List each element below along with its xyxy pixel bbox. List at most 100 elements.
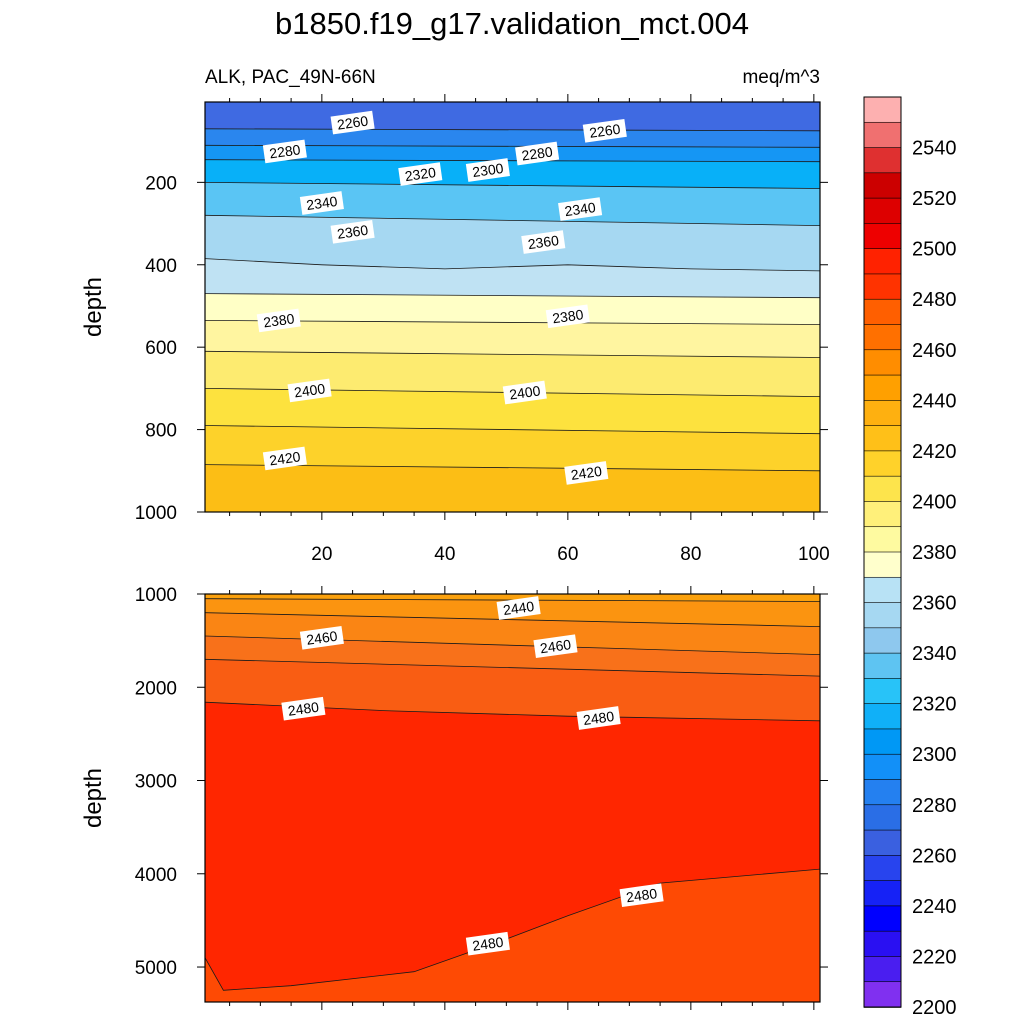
- x-tick-label: 20: [311, 544, 332, 565]
- colorbar-swatch: [863, 374, 902, 402]
- contour-label-text: 2480: [287, 699, 320, 719]
- contour-label-box: [521, 230, 566, 254]
- contour-label: 2340: [558, 197, 603, 221]
- contour-label: 2460: [533, 634, 578, 659]
- contour-line-2400: [205, 293, 820, 299]
- contour-label-box: [496, 596, 541, 620]
- units-label: meq/m^3: [742, 67, 820, 88]
- colorbar-swatch: [863, 526, 902, 553]
- panel-upper: 2260 2260 2280 2280 2300 2320 2340 2340 2360 2360…: [80, 94, 830, 565]
- contour-line-2480: [205, 701, 820, 722]
- y-tick-label: 800: [145, 421, 177, 442]
- contour-label-box: [576, 706, 621, 730]
- contour-label: 2340: [299, 191, 344, 215]
- contour-label: 2380: [256, 308, 301, 333]
- colorbar-label: 2360: [912, 593, 957, 615]
- contour-label-box: [262, 139, 307, 164]
- colorbar-label: 2320: [912, 694, 957, 716]
- contour-line-2360: [205, 214, 820, 226]
- colorbar-swatch: [863, 728, 902, 756]
- colorbar-swatch: [863, 248, 902, 275]
- contour-label: 2480: [619, 883, 664, 908]
- contour-label-box: [564, 461, 609, 485]
- contour-label-text: 2400: [293, 380, 326, 400]
- contour-label-text: 2420: [570, 463, 603, 483]
- contour-label: 2300: [465, 158, 510, 182]
- contour-label-box: [299, 625, 344, 650]
- colorbar-swatch: [863, 197, 902, 225]
- colorbar-swatch: [863, 121, 902, 149]
- contour-line-2490: [205, 868, 820, 991]
- contour-label-box: [281, 696, 326, 721]
- colorbar-label: 2500: [912, 239, 957, 261]
- y-tick-label: 400: [145, 256, 177, 277]
- colorbar-swatch: [863, 753, 902, 781]
- contour-label: 2320: [398, 162, 443, 186]
- contour-label-text: 2360: [336, 222, 369, 242]
- contour-label-text: 2360: [527, 232, 560, 252]
- contour-label-box: [262, 446, 307, 471]
- contour-label-box: [515, 141, 560, 166]
- contour-line-2470: [205, 658, 820, 677]
- colorbar-swatch: [863, 703, 902, 730]
- contour-line-2300: [205, 144, 820, 148]
- contour-label-text: 2400: [508, 382, 541, 402]
- colorbar-label: 2260: [912, 845, 957, 867]
- colorbar-label: 2220: [912, 946, 957, 968]
- colorbar-swatch: [863, 981, 902, 1008]
- contour-label-box: [545, 304, 590, 329]
- colorbar-swatch: [863, 804, 902, 831]
- contour-label-text: 2260: [588, 121, 621, 141]
- contour-label: 2480: [576, 706, 621, 730]
- contour-label-box: [287, 378, 332, 403]
- colorbar-label: 2240: [912, 896, 957, 918]
- x-tick-label: 100: [798, 544, 830, 565]
- colorbar-swatch: [863, 172, 902, 199]
- colorbar-label: 2340: [912, 643, 957, 665]
- colorbar-swatch: [863, 602, 902, 629]
- colorbar: 2540 2520 2500 2480 2460 2440 2420 2400 2380 2360…: [863, 96, 957, 1019]
- colorbar-swatch: [863, 652, 902, 680]
- contour-line-2440: [205, 612, 820, 627]
- contour-label-box: [582, 118, 627, 143]
- colorbar-label: 2460: [912, 340, 957, 362]
- contour-line-2320: [205, 159, 820, 163]
- colorbar-swatch: [863, 829, 902, 857]
- colorbar-label: 2300: [912, 744, 957, 766]
- contour-label-text: 2260: [336, 112, 369, 132]
- colorbar-swatch: [863, 324, 902, 351]
- contour-label-box: [465, 158, 510, 182]
- colorbar-label: 2380: [912, 542, 957, 564]
- contour-label-box: [558, 197, 603, 221]
- colorbar-swatch: [863, 627, 902, 654]
- plot-frame-lower: [204, 593, 821, 1003]
- contour-label-text: 2300: [471, 160, 504, 180]
- contour-line-2420: [205, 320, 820, 325]
- y-tick-label: 1000: [135, 503, 177, 524]
- contour-label-text: 2480: [582, 708, 615, 728]
- y-tick-label: 600: [145, 338, 177, 359]
- colorbar-label: 2520: [912, 188, 957, 210]
- contour-label: 2480: [281, 696, 326, 721]
- contour-label-text: 2320: [404, 164, 437, 184]
- colorbar-swatch: [863, 147, 902, 174]
- colorbar-swatch: [863, 223, 902, 250]
- plot-area-lower: [205, 594, 820, 1002]
- figure-title: b1850.f19_g17.validation_mct.004: [275, 6, 749, 41]
- colorbar-swatch: [863, 905, 902, 932]
- contour-label: 2280: [262, 139, 307, 164]
- colorbar-swatch: [863, 450, 902, 477]
- contour-label-text: 2340: [305, 193, 338, 213]
- colorbar-swatch: [863, 273, 902, 301]
- x-tick-label: 40: [434, 544, 455, 565]
- contour-label-text: 2280: [268, 141, 301, 161]
- contour-label-text: 2460: [539, 636, 572, 656]
- colorbar-label: 2480: [912, 289, 957, 311]
- y-tick-label: 4000: [135, 865, 177, 886]
- contour-label: 2280: [515, 141, 560, 166]
- colorbar-swatch: [863, 475, 902, 503]
- contour-label-box: [330, 110, 375, 135]
- y-tick-label: 5000: [135, 958, 177, 979]
